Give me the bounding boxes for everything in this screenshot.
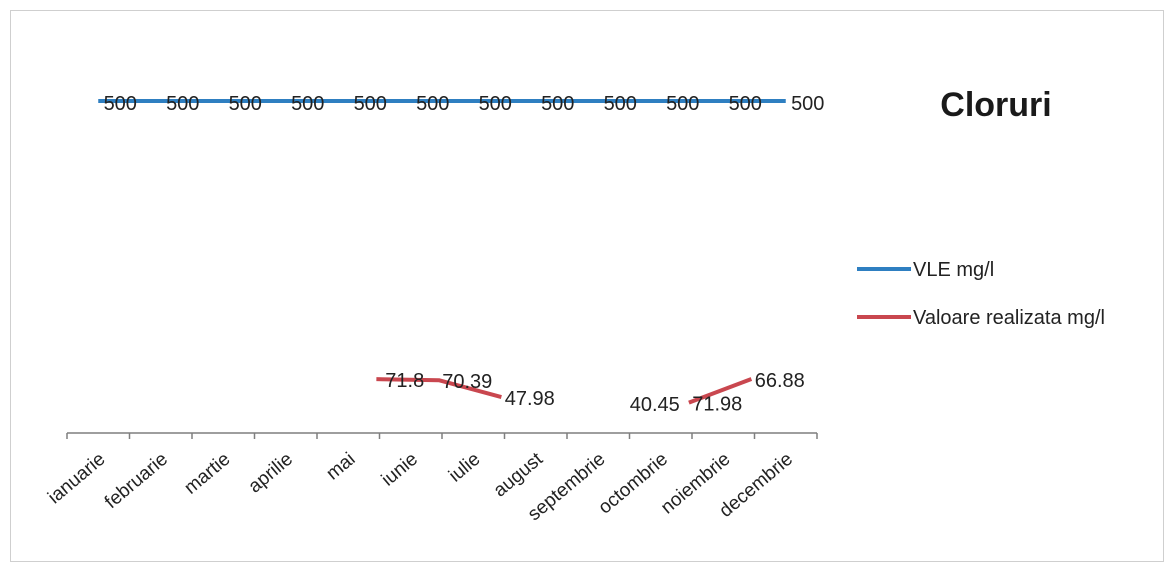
x-tick-label: ianuarie: [44, 449, 109, 509]
x-tick-label: iunie: [378, 449, 422, 491]
data-label-vle: 500: [229, 93, 262, 115]
data-label-vle: 500: [354, 93, 387, 115]
series-line-valoare: [688, 377, 753, 405]
x-tick-label: februarie: [101, 449, 172, 513]
series-line-valoare: [376, 377, 502, 399]
data-label-valoare: 40.45: [630, 394, 680, 416]
x-tick-label: mai: [323, 449, 360, 485]
x-tick-label: aprilie: [245, 449, 297, 498]
x-tick-label: iulie: [445, 449, 484, 487]
series-layer: [98, 99, 786, 405]
data-label-vle: 500: [479, 93, 512, 115]
data-label-vle: 500: [541, 93, 574, 115]
chart-frame: Cloruri ianuarie februarie martie aprilie ma…: [10, 10, 1164, 562]
data-label-vle: 500: [291, 93, 324, 115]
x-tick-label: octombrie: [595, 449, 672, 519]
data-label-valoare: 70.39: [442, 371, 492, 393]
data-label-vle: 500: [729, 93, 762, 115]
legend-label: VLE mg/l: [913, 259, 994, 281]
legend-label: Valoare realizata mg/l: [913, 307, 1105, 329]
data-label-vle: 500: [666, 93, 699, 115]
data-label-valoare: 71.98: [692, 394, 742, 416]
data-label-vle: 500: [416, 93, 449, 115]
x-tick-label: august: [490, 448, 548, 501]
data-label-valoare: 66.88: [755, 370, 805, 392]
data-label-valoare: 47.98: [505, 388, 555, 410]
legend: VLE mg/l Valoare realizata mg/l: [857, 259, 1105, 329]
data-label-vle: 500: [104, 93, 137, 115]
data-label-valoare: 71.8: [385, 370, 424, 392]
data-label-vle: 500: [166, 93, 199, 115]
data-labels: 500 500 500 500 500 500 500 500 500 500 500 500 71.8…: [104, 93, 825, 416]
x-tick-label: martie: [181, 449, 235, 499]
chart-title: Cloruri: [940, 86, 1051, 124]
data-label-vle: 500: [604, 93, 637, 115]
data-label-vle: 500: [791, 93, 824, 115]
